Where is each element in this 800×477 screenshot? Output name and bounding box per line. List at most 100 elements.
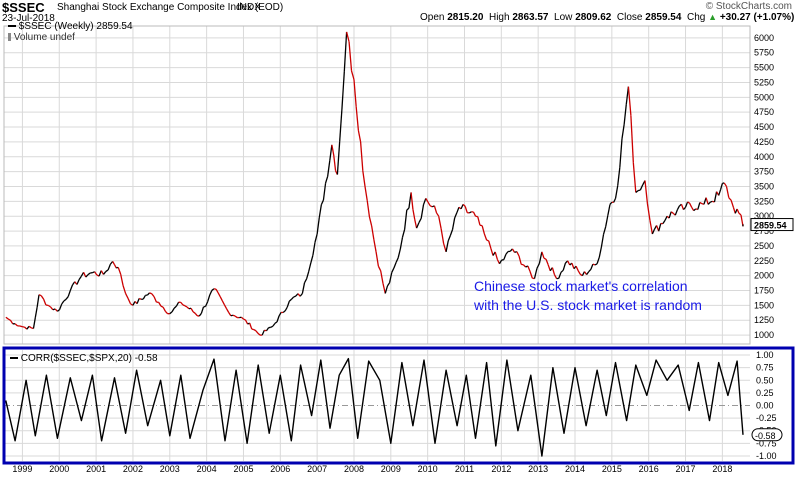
price-panel-frame [3, 25, 751, 345]
x-tick-label: 2004 [197, 464, 217, 474]
price-segment [368, 216, 373, 227]
chart-full-name: Shanghai Stock Exchange Composite Index … [57, 2, 284, 13]
price-segment [270, 325, 274, 328]
price-y-tick-label: 3500 [754, 181, 774, 191]
price-segment [198, 313, 202, 317]
price-segment [234, 315, 238, 319]
price-segment [257, 332, 261, 336]
price-segment [668, 211, 672, 219]
price-segment [34, 306, 38, 318]
price-segment [498, 259, 503, 265]
volume-bar-icon [8, 33, 11, 42]
price-segment [619, 138, 623, 168]
x-tick-label: 2016 [639, 464, 659, 474]
price-segment [454, 212, 458, 219]
price-segment [158, 302, 162, 307]
price-segment [78, 275, 82, 280]
price-segment [50, 306, 54, 311]
price-segment [200, 306, 205, 314]
price-segment [92, 271, 95, 274]
price-segment [427, 201, 431, 207]
price-segment [447, 235, 451, 242]
price-y-tick-label: 2500 [754, 241, 774, 251]
legend-line-icon [10, 357, 18, 360]
price-segment [684, 201, 689, 208]
corr-y-tick-label: -0.25 [756, 413, 777, 423]
price-segment [481, 225, 486, 235]
x-tick-label: 2001 [86, 464, 106, 474]
price-segment [151, 293, 155, 298]
price-segment [357, 130, 362, 142]
price-segment [331, 144, 335, 156]
price-segment [87, 272, 91, 276]
price-segment [494, 251, 498, 260]
price-segment [451, 217, 456, 230]
chart-date: 23-Jul-2018 [2, 13, 55, 24]
price-y-tick-label: 3750 [754, 167, 774, 177]
price-segment [613, 198, 617, 203]
price-segment [707, 201, 711, 205]
price-segment [5, 316, 9, 320]
price-segment [288, 298, 292, 302]
price-y-tick-label: 4750 [754, 107, 774, 117]
price-segment [308, 262, 312, 272]
price-segment [310, 254, 314, 264]
price-segment [674, 209, 678, 216]
price-segment [180, 301, 184, 306]
price-y-tick-label: 3250 [754, 196, 774, 206]
corr-y-tick-label: -0.75 [756, 438, 777, 448]
price-legend-text: $SSEC (Weekly) 2859.54 [18, 21, 133, 32]
price-segment [333, 154, 337, 171]
price-y-tick-label: 5750 [754, 48, 774, 58]
price-segment [496, 259, 501, 265]
price-segment [623, 104, 627, 125]
price-segment [173, 305, 177, 309]
price-segment [303, 278, 308, 284]
x-tick-label: 2011 [455, 464, 474, 474]
price-segment [153, 296, 158, 303]
price-segment [264, 329, 267, 332]
price-segment [320, 199, 325, 206]
price-segment [215, 288, 219, 294]
price-y-tick-label: 2750 [754, 226, 774, 236]
price-segment [203, 305, 206, 308]
price-segment [651, 228, 656, 235]
price-segment [190, 307, 194, 313]
price-segment [343, 31, 348, 72]
x-tick-label: 2002 [123, 464, 143, 474]
price-segment [299, 293, 303, 297]
price-segment [605, 215, 609, 227]
price-segment [124, 293, 129, 299]
annotation-line-2: with the U.S. stock market is random [474, 297, 702, 313]
price-segment [26, 325, 30, 330]
price-segment [366, 200, 371, 217]
price-segment [713, 191, 718, 203]
price-segment [171, 307, 175, 313]
price-segment [438, 216, 442, 230]
x-tick-label: 1999 [12, 464, 32, 474]
x-tick-label: 2010 [418, 464, 438, 474]
price-segment [100, 270, 105, 275]
price-segment [132, 301, 136, 306]
price-segment [505, 251, 509, 255]
low-label: Low [554, 12, 573, 23]
price-segment [445, 240, 449, 252]
price-y-tick-label: 4000 [754, 152, 774, 162]
price-segment [547, 264, 551, 272]
price-segment [614, 185, 619, 199]
high-value: 2863.57 [512, 12, 549, 23]
price-segment [518, 255, 522, 265]
x-tick-label: 2013 [528, 464, 548, 474]
x-tick-label: 2017 [676, 464, 696, 474]
price-segment [286, 301, 290, 308]
price-segment [596, 257, 600, 264]
price-segment [697, 202, 701, 210]
corr-y-tick-label: 0.50 [756, 375, 774, 385]
price-segment [120, 273, 124, 286]
price-segment [142, 295, 146, 300]
price-segment [397, 248, 401, 258]
exchange-label: INDX [237, 2, 261, 13]
annotation-text: Chinese stock market's correlation with … [474, 277, 702, 315]
price-segment [581, 271, 586, 276]
